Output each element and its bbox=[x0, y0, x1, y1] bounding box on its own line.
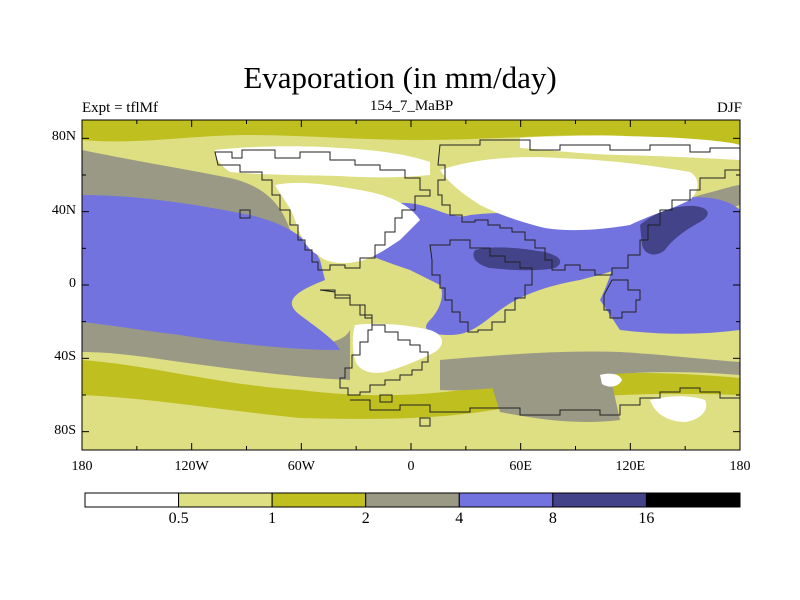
colorbar-swatch bbox=[552, 492, 647, 508]
y-tick-label: 80S bbox=[54, 422, 76, 438]
colorbar-label: 8 bbox=[548, 510, 557, 527]
y-tick-label: 40N bbox=[51, 202, 76, 218]
x-tick-label: 180 bbox=[71, 459, 93, 474]
field-antarctic-dry-b bbox=[600, 373, 622, 387]
field-mediterranean bbox=[473, 247, 561, 271]
field-kuroshio bbox=[640, 205, 708, 255]
chart-title: Evaporation (in mm/day) bbox=[243, 60, 557, 95]
period-label: 154_7_MaBP bbox=[369, 98, 454, 114]
field-greenland-dry bbox=[520, 135, 740, 160]
field-north-america-dry bbox=[275, 182, 420, 264]
field-south-grey bbox=[82, 320, 350, 380]
colorbar-swatch bbox=[271, 492, 367, 508]
y-tick-label: 0 bbox=[69, 276, 76, 291]
colorbar-label: 0.5 bbox=[168, 510, 189, 527]
field-west-pacific bbox=[600, 197, 740, 334]
experiment-label: Expt = tflMf bbox=[82, 100, 158, 116]
y-tick-label: 80N bbox=[51, 129, 76, 145]
season-label: DJF bbox=[716, 100, 742, 116]
coast-islands-b bbox=[379, 394, 393, 403]
field-south-america-dry bbox=[352, 323, 442, 373]
field-arctic-band bbox=[82, 120, 740, 150]
x-tick-label: 120W bbox=[174, 459, 209, 474]
coast-south-america bbox=[319, 289, 429, 396]
field-arctic-dry bbox=[215, 146, 430, 178]
y-tick-label: 40S bbox=[54, 349, 76, 365]
coast-australia bbox=[603, 279, 641, 319]
axis-ticks bbox=[81, 120, 741, 450]
x-tick-label: 0 bbox=[407, 459, 415, 474]
colorbar-label: 1 bbox=[268, 510, 277, 527]
colorbar-label: 16 bbox=[638, 510, 655, 527]
colorbar-swatch bbox=[645, 492, 741, 508]
field-antarctic-dry-a bbox=[650, 396, 707, 422]
coast-north-america bbox=[214, 149, 431, 271]
x-tick-label: 60E bbox=[509, 459, 532, 474]
coast-africa bbox=[429, 239, 533, 333]
colorbar-swatch bbox=[178, 492, 273, 508]
colorbar-swatch bbox=[365, 492, 460, 508]
x-tick-label: 120E bbox=[615, 459, 646, 474]
map-fields bbox=[82, 120, 740, 450]
colorbar-swatch bbox=[84, 492, 180, 508]
field-tropical-pacific bbox=[82, 195, 340, 350]
coast-antarctica bbox=[350, 387, 740, 416]
coast-eurasia bbox=[437, 139, 741, 276]
x-tick-label: 60W bbox=[287, 459, 315, 474]
coastlines bbox=[214, 139, 741, 427]
coast-islands-a bbox=[239, 209, 251, 219]
colorbar-label: 2 bbox=[361, 510, 370, 527]
colorbar bbox=[84, 492, 741, 508]
field-eurasia-dry bbox=[440, 157, 698, 231]
colorbar-swatch bbox=[458, 492, 554, 508]
colorbar-label: 4 bbox=[455, 510, 464, 527]
x-tick-label: 180 bbox=[729, 459, 751, 474]
coast-islands-c bbox=[419, 417, 431, 427]
